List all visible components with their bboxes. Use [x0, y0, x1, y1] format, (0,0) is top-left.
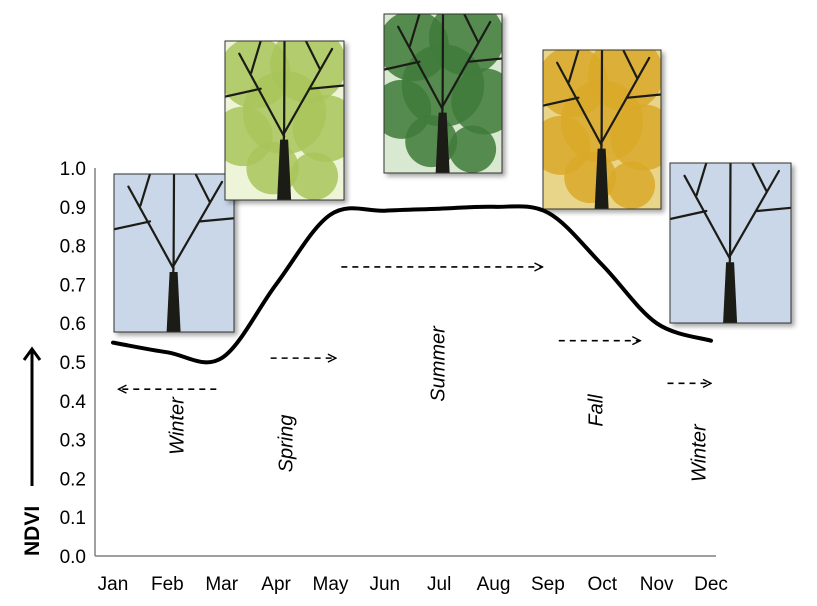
summer-tree-photo [383, 13, 503, 174]
y-tick-label: 0.6 [60, 314, 86, 335]
x-tick-label: May [313, 574, 349, 595]
y-tick-label: 0.3 [60, 431, 86, 452]
y-axis-arrowhead [22, 346, 42, 361]
y-tick-labels: 0.0 0.1 0.2 0.3 0.4 0.5 0.6 0.7 0.8 0.9 1.0 [60, 159, 87, 568]
x-tick-label: Mar [205, 574, 238, 595]
y-tick-label: 0.8 [60, 237, 86, 258]
x-tick-label: Aug [477, 574, 511, 595]
ndvi-series-line [111, 204, 713, 365]
season-label: Summer [428, 325, 450, 402]
x-tick-label: Dec [694, 574, 728, 595]
x-tick-label: Jul [427, 574, 451, 595]
y-tick-label: 0.7 [60, 275, 86, 296]
spring-tree-photo [224, 40, 345, 201]
season-label: Spring [275, 415, 297, 473]
winter-tree-photo [113, 173, 235, 333]
y-tick-label: 1.0 [60, 159, 86, 180]
x-tick-label: Jan [98, 574, 129, 595]
y-axis-title-group: NDVI [21, 346, 44, 556]
season-label: Winter [689, 423, 711, 482]
season-label: Fall [585, 394, 607, 427]
y-tick-label: 0.2 [60, 469, 86, 490]
x-tick-label: Oct [587, 574, 617, 595]
x-tick-label: Feb [151, 574, 184, 595]
y-tick-label: 0.9 [60, 198, 86, 219]
y-tick-label: 0.0 [60, 547, 86, 568]
x-tick-label: Jun [369, 574, 400, 595]
winter-tree-photo-2 [669, 162, 792, 324]
y-tick-label: 0.4 [60, 392, 87, 413]
y-tick-label: 0.5 [60, 353, 86, 374]
x-tick-label: Nov [640, 574, 674, 595]
y-axis-title: NDVI [21, 506, 44, 556]
x-tick-label: Sep [531, 574, 565, 595]
x-tick-labels: Jan Feb Mar Apr May Jun Jul Aug Sep Oct Nov Dec [98, 574, 728, 595]
y-tick-label: 0.1 [60, 508, 86, 529]
tree-photos [113, 13, 792, 333]
x-tick-label: Apr [261, 574, 291, 595]
season-label: Winter [167, 396, 189, 455]
fall-tree-photo [542, 49, 662, 210]
season-annotations: Winter Spring Summer Fall Winter [118, 267, 711, 482]
